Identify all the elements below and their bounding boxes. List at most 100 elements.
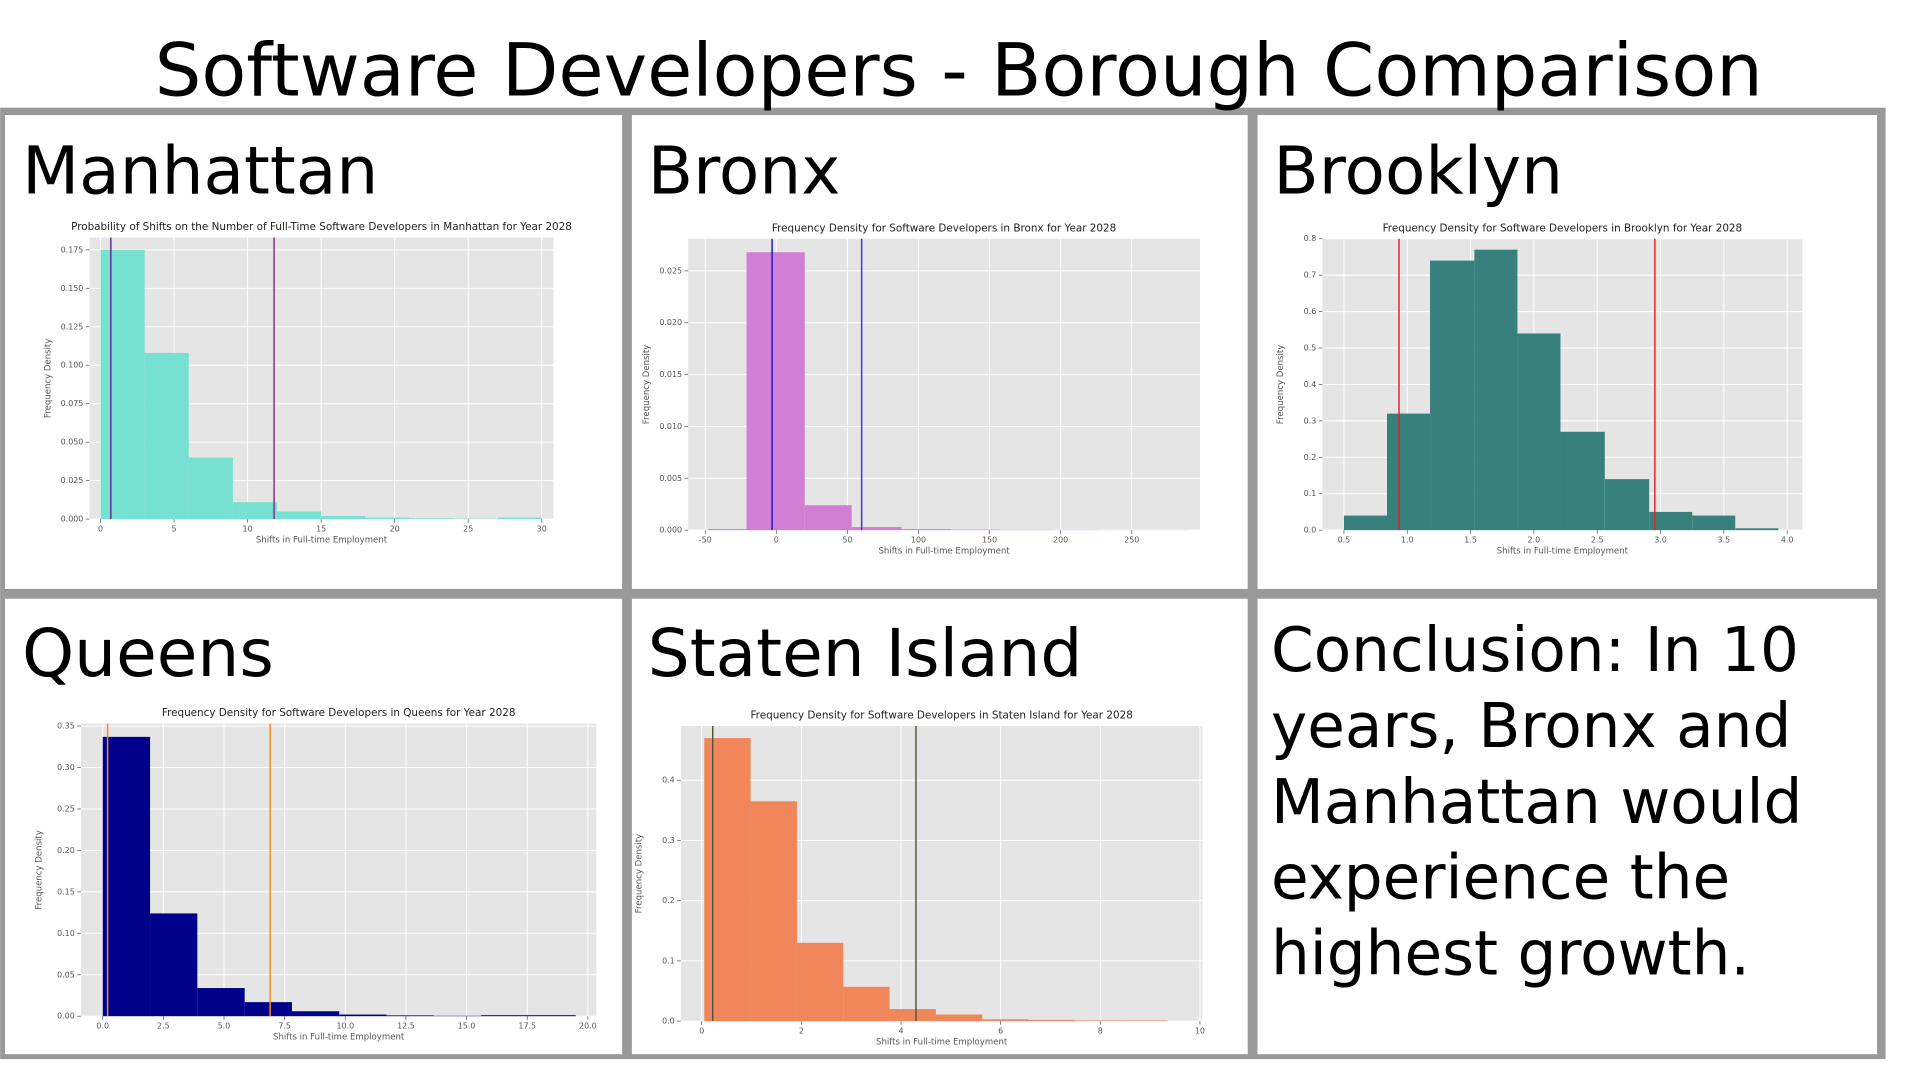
x-axis-label: Shifts in Full-time Employment [273,1032,405,1042]
y-tick-label: 0.000 [61,515,84,524]
x-tick-label: 150 [982,535,997,544]
y-tick-label: 0.150 [61,284,84,293]
y-tick-label: 0.2 [662,896,675,905]
y-tick-label: 0.025 [61,476,84,485]
y-tick-label: 0.7 [1304,271,1317,280]
bar [804,505,852,531]
y-tick-label: 0.125 [61,322,84,331]
y-tick-label: 0.5 [1304,344,1317,353]
bar [1692,515,1736,531]
x-tick-label: 200 [1053,535,1068,544]
bar [851,527,902,531]
x-tick-label: 15.0 [458,1022,476,1031]
bar [1121,1020,1168,1022]
conclusion: Conclusion: In 10 years, Bronx and Manha… [1270,614,1803,990]
y-axis-label: Frequency Density [35,830,45,910]
y-tick-label: 0.05 [57,970,75,979]
x-tick-label: 15 [316,524,326,533]
bar [1028,1019,1075,1022]
bar [339,1014,387,1017]
bar [1560,431,1605,531]
bar [277,511,322,520]
bar [796,942,844,1022]
panel [1257,598,1878,1055]
bar [291,1011,340,1017]
bar [1430,260,1475,531]
bar [497,517,542,520]
bar [197,988,245,1017]
chart-title: Frequency Density for Software Developer… [162,707,516,719]
x-tick-label: 2 [799,1026,804,1035]
x-tick-label: 2.0 [1528,535,1541,544]
bar [150,913,198,1017]
bar [750,801,797,1022]
chart: Manhattan Probability of Shifts on the Nu… [22,132,572,545]
bar [321,516,366,520]
bar [935,1014,983,1022]
y-tick-label: 0.100 [61,361,84,370]
x-tick-label: 0.0 [96,1022,109,1031]
x-tick-label: 10 [243,524,253,533]
bar [1604,479,1650,531]
bar [708,529,747,531]
x-tick-label: 4 [899,1026,904,1035]
y-tick-label: 0.3 [1304,416,1317,425]
panel-heading: Brooklyn [1273,132,1563,209]
bar [100,249,145,520]
bar [1735,528,1779,531]
x-tick-label: 17.5 [518,1022,536,1031]
bar [144,352,189,520]
x-tick-label: 100 [911,535,926,544]
bar [901,529,952,531]
chart: Staten Island Frequency Density for Softw… [635,615,1205,1048]
bar [843,986,890,1022]
x-tick-label: 2.5 [157,1022,170,1031]
y-tick-label: 0.005 [659,474,682,483]
x-tick-label: -50 [699,535,712,544]
bar [365,517,410,520]
x-tick-label: 0 [774,535,779,544]
bar [244,1002,292,1017]
bar [982,1019,1029,1022]
chart-title: Frequency Density for Software Developer… [1383,222,1743,234]
bar [528,1015,576,1017]
y-tick-label: 0.4 [1304,380,1317,389]
x-axis-label: Shifts in Full-time Employment [256,535,388,545]
y-axis-label: Frequency Density [43,339,53,419]
x-tick-label: 8 [1098,1026,1103,1035]
page-title: Software Developers - Borough Comparison [155,28,1763,113]
bar [889,1009,936,1022]
y-tick-label: 0.0 [1304,526,1317,535]
y-tick-label: 0.00 [57,1012,75,1021]
y-tick-label: 0.000 [659,526,682,535]
x-tick-label: 1.5 [1464,535,1477,544]
x-tick-label: 0.5 [1338,535,1351,544]
y-tick-label: 0.2 [1304,453,1317,462]
bar [1074,1020,1122,1022]
chart-title: Probability of Shifts on the Number of F… [71,221,572,233]
x-tick-label: 0 [98,524,103,533]
x-tick-label: 10.0 [336,1022,354,1031]
bar [704,738,751,1022]
x-tick-label: 10 [1195,1026,1205,1035]
y-tick-label: 0.8 [1304,234,1317,243]
x-tick-label: 50 [842,535,852,544]
bar [409,518,454,520]
bar [1386,413,1431,531]
y-tick-label: 0.1 [1304,489,1317,498]
x-tick-label: 250 [1124,535,1139,544]
y-tick-label: 0.020 [659,318,682,327]
x-tick-label: 3.0 [1654,535,1667,544]
bar [1343,515,1387,531]
y-tick-label: 0.1 [662,956,675,965]
bar [1649,511,1693,531]
chart: Brooklyn Frequency Density for Software D… [1273,132,1803,556]
y-tick-label: 0.015 [659,370,682,379]
panel-heading: Bronx [648,132,841,209]
bar [386,1015,434,1017]
x-tick-label: 5 [172,524,177,533]
x-tick-label: 4.0 [1781,535,1794,544]
y-tick-label: 0.30 [57,763,75,772]
